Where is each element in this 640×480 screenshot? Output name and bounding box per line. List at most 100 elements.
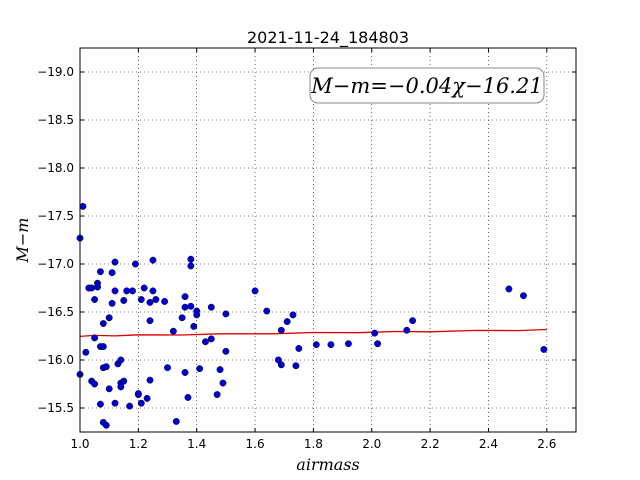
data-point xyxy=(327,341,335,349)
data-points xyxy=(76,202,548,429)
y-tick-label: −15.5 xyxy=(37,401,74,415)
data-point xyxy=(219,379,227,387)
data-point xyxy=(123,287,131,295)
data-point xyxy=(213,391,221,399)
data-point xyxy=(82,348,90,356)
data-point xyxy=(96,400,104,408)
data-point xyxy=(181,303,189,311)
data-point xyxy=(263,307,271,315)
data-point xyxy=(126,402,134,410)
y-tick-label: −16.0 xyxy=(37,353,74,367)
grid-lines xyxy=(79,48,576,432)
data-point xyxy=(102,363,110,371)
data-point xyxy=(88,284,96,292)
data-point xyxy=(178,314,186,322)
data-point xyxy=(207,335,215,343)
data-point xyxy=(187,302,195,310)
data-point xyxy=(371,329,379,337)
data-point xyxy=(105,385,113,393)
x-tick-label: 2.2 xyxy=(421,437,440,451)
data-point xyxy=(505,285,513,293)
data-point xyxy=(277,361,285,369)
fit-line-layer xyxy=(79,328,547,338)
data-point xyxy=(216,366,224,374)
data-point xyxy=(131,260,139,268)
x-tick-label: 1.6 xyxy=(246,437,265,451)
data-point xyxy=(289,311,297,319)
data-point xyxy=(193,311,201,319)
data-point xyxy=(164,364,171,372)
data-point xyxy=(91,380,99,388)
x-tick-label: 1.4 xyxy=(187,437,206,451)
data-point xyxy=(152,296,160,303)
data-point xyxy=(91,334,99,342)
data-point xyxy=(96,268,104,276)
data-point xyxy=(108,269,116,277)
data-point xyxy=(134,390,142,398)
data-point xyxy=(403,326,411,334)
data-point xyxy=(184,393,192,401)
data-point xyxy=(146,317,154,325)
data-point xyxy=(312,341,320,349)
data-point xyxy=(190,322,198,330)
x-tick-labels: 1.0 1.2 1.4 1.6 1.8 2.0 2.2 2.4 2.6 xyxy=(70,437,556,451)
y-axis-label: M−m xyxy=(13,218,32,264)
x-tick-label: 1.8 xyxy=(304,437,323,451)
data-point xyxy=(117,383,125,391)
data-point xyxy=(149,256,157,264)
y-tick-label: −16.5 xyxy=(37,305,74,319)
y-tick-labels: −15.5 −16.0 −16.5 −17.0 −17.5 −18.0 −18.5 −19.0 xyxy=(37,65,74,415)
fit-line xyxy=(79,328,547,338)
fit-equation: M−m=−0.04χ−16.21 xyxy=(310,74,542,98)
data-point xyxy=(292,362,300,370)
data-point xyxy=(161,297,169,305)
data-point xyxy=(140,284,148,292)
data-point xyxy=(344,340,352,348)
data-point xyxy=(137,399,145,407)
data-point xyxy=(111,287,119,295)
data-point xyxy=(187,255,195,263)
plot-frame xyxy=(79,47,577,433)
data-point xyxy=(120,297,128,304)
data-point xyxy=(172,417,180,425)
data-point xyxy=(181,293,189,301)
x-tick-label: 1.2 xyxy=(129,437,148,451)
y-tick-label: −17.5 xyxy=(37,209,74,223)
data-point xyxy=(222,347,230,355)
data-point xyxy=(149,287,157,295)
chart-title: 2021-11-24_184803 xyxy=(247,28,409,48)
data-point xyxy=(143,394,151,402)
data-point xyxy=(540,345,548,353)
data-point xyxy=(222,310,230,318)
data-point xyxy=(283,318,291,326)
x-axis-label: airmass xyxy=(296,455,359,474)
data-point xyxy=(181,369,189,376)
x-tick-label: 1.0 xyxy=(70,437,89,451)
data-point xyxy=(251,287,259,295)
data-point xyxy=(94,279,101,287)
data-point xyxy=(102,421,110,429)
data-point xyxy=(169,327,177,335)
y-tick-label: −18.0 xyxy=(37,161,74,175)
data-point xyxy=(99,320,107,327)
x-tick-label: 2.4 xyxy=(479,437,498,451)
data-point xyxy=(146,376,154,384)
data-point xyxy=(79,202,87,210)
data-point xyxy=(105,314,113,322)
data-point xyxy=(295,345,303,352)
y-tick-label: −18.5 xyxy=(37,113,74,127)
y-tick-label: −17.0 xyxy=(37,257,74,271)
data-point xyxy=(187,262,195,270)
data-point xyxy=(146,298,154,306)
data-point xyxy=(91,296,99,303)
data-point xyxy=(129,287,136,295)
data-point xyxy=(111,399,119,407)
data-point xyxy=(374,340,382,348)
data-point xyxy=(277,326,285,334)
data-point xyxy=(117,356,125,364)
x-tick-label: 2.0 xyxy=(362,437,381,451)
data-point xyxy=(111,258,119,266)
x-tick-label: 2.6 xyxy=(537,437,556,451)
plot-area xyxy=(80,48,576,432)
y-tick-label: −19.0 xyxy=(37,65,74,79)
